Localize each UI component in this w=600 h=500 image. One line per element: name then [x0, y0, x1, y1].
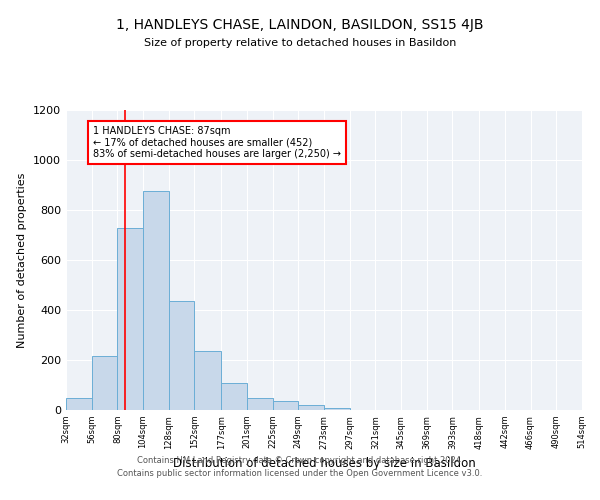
Bar — [194, 351, 221, 410]
Y-axis label: Number of detached properties: Number of detached properties — [17, 172, 28, 348]
Bar — [221, 382, 247, 410]
Text: Size of property relative to detached houses in Basildon: Size of property relative to detached ho… — [144, 38, 456, 48]
Bar — [169, 301, 194, 410]
Text: 1, HANDLEYS CHASE, LAINDON, BASILDON, SS15 4JB: 1, HANDLEYS CHASE, LAINDON, BASILDON, SS… — [116, 18, 484, 32]
X-axis label: Distribution of detached houses by size in Basildon: Distribution of detached houses by size … — [173, 457, 475, 470]
Text: Contains HM Land Registry data © Crown copyright and database right 2024.
Contai: Contains HM Land Registry data © Crown c… — [118, 456, 482, 477]
Bar — [298, 404, 324, 410]
Bar — [66, 398, 92, 410]
Bar — [324, 408, 350, 410]
Text: 1 HANDLEYS CHASE: 87sqm
← 17% of detached houses are smaller (452)
83% of semi-d: 1 HANDLEYS CHASE: 87sqm ← 17% of detache… — [93, 126, 341, 160]
Bar — [247, 398, 272, 410]
Bar — [92, 356, 118, 410]
Bar — [272, 401, 298, 410]
Bar — [118, 228, 143, 410]
Bar — [143, 191, 169, 410]
